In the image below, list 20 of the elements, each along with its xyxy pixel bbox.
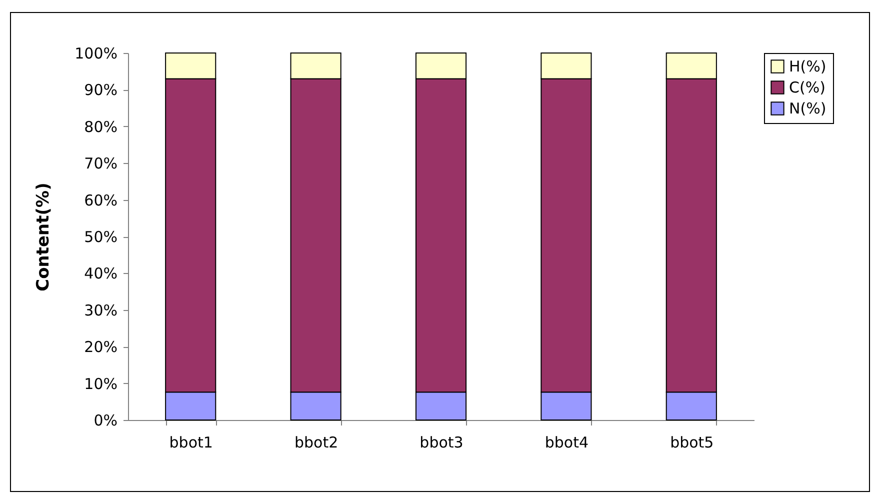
y-tick-label: 40% <box>84 264 118 283</box>
y-tick-label: 10% <box>84 374 118 393</box>
y-tick-label: 80% <box>84 118 118 136</box>
x-tick-label: bbot5 <box>670 434 714 452</box>
y-tick-label: 100% <box>74 44 118 62</box>
y-tick-label: 0% <box>94 412 118 430</box>
legend-label: C(%) <box>789 78 826 96</box>
legend-label: N(%) <box>789 100 826 118</box>
y-tick-label: 70% <box>84 154 118 173</box>
legend-label: H(%) <box>789 58 826 76</box>
y-tick-label: 60% <box>84 191 118 210</box>
y-tick-label: 30% <box>84 301 118 320</box>
y-tick-label: 50% <box>84 228 118 246</box>
y-tick-label: 20% <box>84 338 118 356</box>
y-axis-title: Content(%) <box>34 182 54 292</box>
x-tick-label: bbot2 <box>294 434 338 452</box>
x-tick-label: bbot4 <box>544 434 589 452</box>
x-tick-label: bbot3 <box>420 434 464 452</box>
x-tick-label: bbot1 <box>169 434 213 452</box>
y-tick-label: 90% <box>84 81 118 100</box>
